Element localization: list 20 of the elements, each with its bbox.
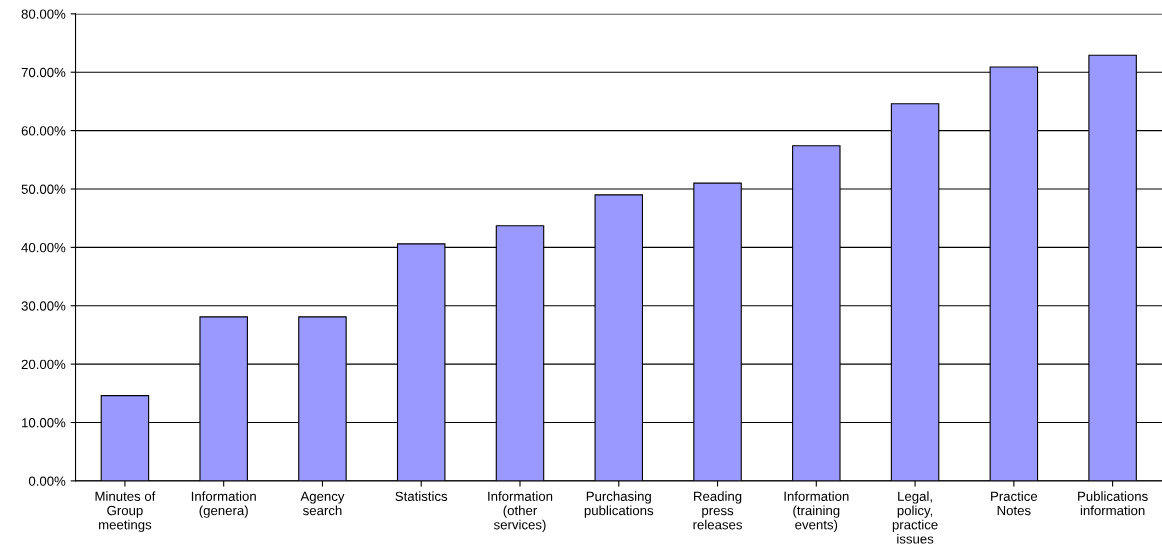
x-tick-label: Information (other services) xyxy=(488,491,553,533)
y-tick-label: 30.00% xyxy=(21,301,66,311)
y-tick-label: 50.00% xyxy=(21,184,66,194)
y-tick-label: 80.00% xyxy=(21,9,66,19)
x-tick-label: Purchasing publications xyxy=(584,491,654,518)
y-tick-label: 20.00% xyxy=(21,359,66,370)
x-tick-label: Minutes of Group meetings xyxy=(95,491,156,533)
x-tick-label: Agency search xyxy=(300,491,345,516)
x-tick-label: Reading press releases xyxy=(693,491,742,530)
x-tick-label: Statistics xyxy=(395,491,448,501)
x-tick-label: Information (genera) xyxy=(191,491,256,518)
x-tick-label: Legal, policy, practice issues xyxy=(892,491,938,544)
x-tick-label: Publications information xyxy=(1078,491,1148,516)
x-tick-label: Practice Notes xyxy=(991,491,1038,516)
y-tick-label: 10.00% xyxy=(22,418,66,428)
y-tick-label: 60.00% xyxy=(21,126,66,136)
x-tick-label: Information (training events) xyxy=(784,491,849,533)
y-tick-label: 40.00% xyxy=(21,242,66,253)
y-tick-label: 70.00% xyxy=(21,67,66,78)
y-tick-label: 0.00% xyxy=(28,476,66,486)
